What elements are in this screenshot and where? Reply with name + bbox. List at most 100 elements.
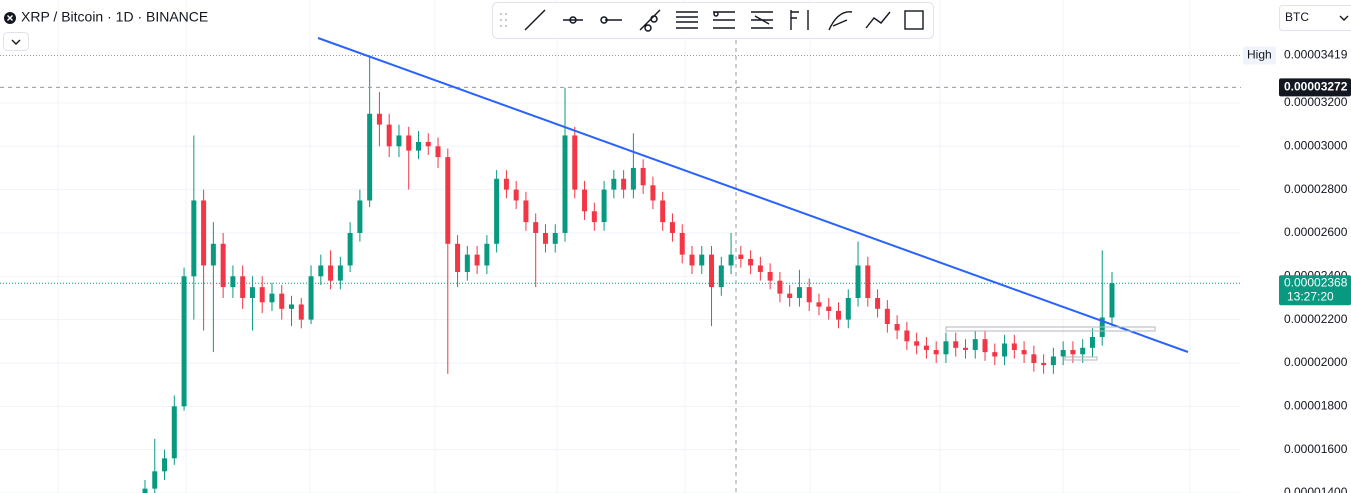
currency-label: BTC [1285,10,1309,24]
high-value: 0.00003419 [1284,48,1348,62]
candle-body [982,339,988,353]
candle-body [455,243,461,272]
candle-body [943,341,949,355]
candle-body [738,254,744,259]
candle-body [953,341,959,348]
symbol-title: XRP / Bitcoin · 1D · BINANCE [21,9,208,25]
collapse-chevron [11,39,21,45]
last-price-value: 0.00002368 [1284,275,1348,289]
candle-body [748,258,754,266]
tool-parallel-channel[interactable] [676,11,698,29]
candle-body [396,135,402,147]
drawing-toolbar [492,2,934,39]
plot [0,54,1241,493]
candle-body [503,178,509,190]
candle-body [181,276,187,407]
candle-body [357,200,363,233]
candle-body [210,243,216,266]
candle-body [1021,349,1027,355]
grid [0,0,1241,493]
candle-body [591,211,597,223]
y-tick-label: 0.00001400 [1284,485,1348,493]
candle-body [1089,336,1095,348]
tool-fib-channel[interactable] [751,11,773,29]
candle-body [1109,283,1115,318]
y-tick-label: 0.00003200 [1284,95,1348,109]
candle-body [1011,343,1017,350]
trend-line[interactable] [317,37,1189,353]
candle-body [142,488,148,493]
y-tick-label: 0.00002600 [1284,225,1348,239]
candle-body [152,471,158,489]
candle-body [836,310,842,320]
candle-body [826,306,832,311]
candle-body [660,200,666,223]
candle-body [347,232,353,266]
candle-body [806,287,812,303]
candle-body [875,297,881,309]
candle-body [679,232,685,255]
candle-body [220,243,226,288]
candle-body [386,124,392,147]
candle-body [640,167,646,186]
candle-body [914,341,920,346]
tool-horizontal-line[interactable] [563,16,583,24]
candle-body [1002,343,1008,357]
tool-fib[interactable] [713,11,735,29]
high-title: High [1247,48,1272,62]
crosshair-badge [1279,78,1351,97]
candle-body [728,254,734,266]
candle-body [689,254,695,266]
candle-body [787,293,793,298]
candle-body [435,146,441,158]
candle-body [904,330,910,342]
candle-body [718,265,724,288]
candle-body [259,287,265,303]
candle-body [367,113,373,201]
candle-body [894,323,900,331]
countdown: 13:27:20 [1287,289,1334,303]
candle-body [767,271,773,281]
candle-body [542,232,548,244]
collapse-button[interactable] [3,32,29,51]
tool-pitchfork[interactable] [790,10,809,30]
tool-trend-line[interactable] [524,9,546,31]
candle-body [279,293,285,309]
candle-body [376,113,382,125]
candle-body [884,308,890,324]
candle-body [562,135,568,233]
toolbar-grip [500,13,507,27]
y-tick-label: 0.00002000 [1284,355,1348,369]
candle-body [415,141,421,151]
currency-select[interactable] [1279,5,1351,31]
range-box[interactable] [1064,356,1098,361]
candle-body [162,458,168,472]
candle-body [552,232,558,244]
candle-body [611,178,617,190]
candle-body [865,265,871,298]
candle-body [328,265,334,281]
tool-extended-line[interactable] [639,9,661,32]
candle-body [650,185,656,201]
candle-body [572,135,578,190]
candle-body [757,265,763,272]
candle-body [494,178,500,244]
candle-body [1050,356,1056,366]
range-box[interactable] [945,326,1156,332]
tool-path[interactable] [865,11,891,29]
candle-body [962,347,968,350]
candle-body [201,200,207,266]
candle-body [171,406,177,459]
y-tick-label: 0.00002200 [1284,312,1348,326]
tool-curve[interactable] [828,11,853,31]
candle-body [533,222,539,233]
candle-body [474,254,480,266]
candle-body [191,200,197,277]
candle-body [406,135,412,151]
tool-horizontal-ray[interactable] [600,16,622,24]
last-price-badge [1279,275,1351,306]
candle-body [972,339,978,350]
tool-rectangle[interactable] [904,10,924,30]
candle-body [1041,362,1047,366]
